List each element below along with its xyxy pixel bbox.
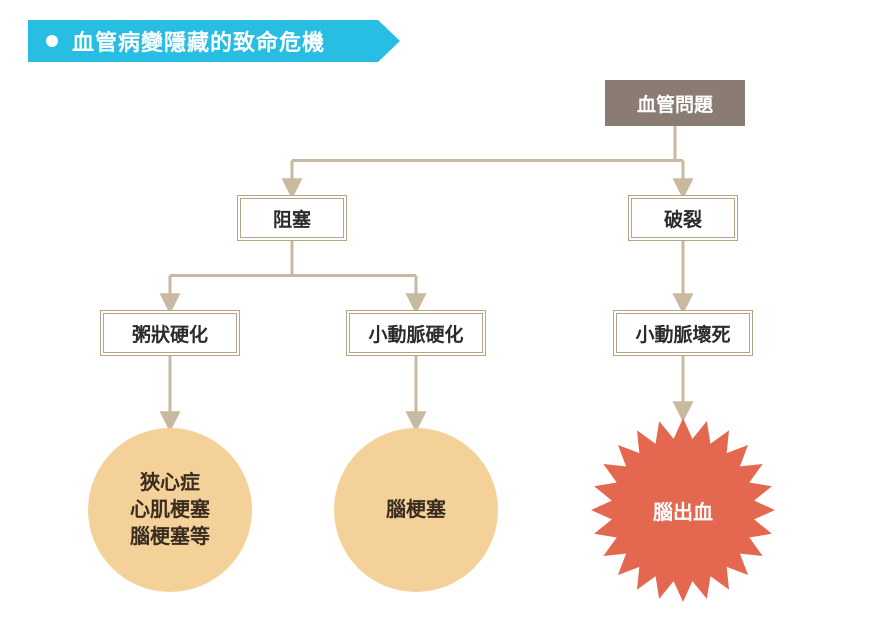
chevron-right-icon bbox=[378, 20, 400, 62]
node-arteriolar-necrosis: 小動脈壞死 bbox=[613, 310, 753, 356]
result-r2-text: 腦梗塞 bbox=[386, 497, 446, 524]
node-root-label: 血管問題 bbox=[637, 90, 713, 117]
result-r1-line3: 腦梗塞等 bbox=[130, 524, 210, 551]
result-r1-text: 狹心症 心肌梗塞 腦梗塞等 bbox=[130, 470, 210, 551]
result-cerebral-hemorrhage: 腦出血 bbox=[591, 418, 775, 602]
node-arteriolosclerosis: 小動脈硬化 bbox=[346, 310, 486, 356]
node-block-label: 阻塞 bbox=[273, 205, 311, 232]
result-r1-line1: 狹心症 bbox=[130, 470, 210, 497]
node-atherosclerosis: 粥狀硬化 bbox=[100, 310, 240, 356]
title-text: 血管病變隱藏的致命危機 bbox=[72, 25, 325, 57]
node-small2-label: 小動脈壞死 bbox=[635, 320, 730, 347]
node-root: 血管問題 bbox=[605, 80, 745, 126]
result-cerebral-infarction: 腦梗塞 bbox=[334, 428, 498, 592]
starburst-icon bbox=[591, 418, 775, 602]
node-block: 阻塞 bbox=[237, 195, 347, 241]
diagram-stage: 血管病變隱藏的致命危機 血管問題 阻塞 破裂 粥狀硬化 小動脈硬化 小動脈壞死 … bbox=[0, 0, 879, 629]
bullet-icon bbox=[46, 35, 58, 47]
node-ath-label: 粥狀硬化 bbox=[132, 320, 208, 347]
node-small1-label: 小動脈硬化 bbox=[368, 320, 463, 347]
result-r1-line2: 心肌梗塞 bbox=[130, 497, 210, 524]
result-r3-line1: 腦出血 bbox=[653, 496, 713, 525]
result-angina-mi-stroke: 狹心症 心肌梗塞 腦梗塞等 bbox=[88, 428, 252, 592]
node-rupture: 破裂 bbox=[628, 195, 738, 241]
result-r3-text: 腦出血 bbox=[591, 418, 775, 602]
node-rupture-label: 破裂 bbox=[664, 205, 702, 232]
title-banner: 血管病變隱藏的致命危機 bbox=[28, 20, 400, 62]
